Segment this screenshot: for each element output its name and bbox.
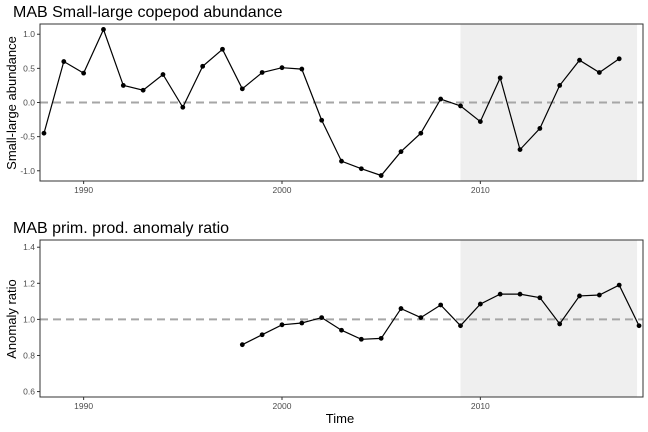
data-point (339, 158, 344, 164)
x-tick-label: 2010 (471, 401, 490, 411)
data-point (636, 323, 642, 329)
data-point (160, 72, 166, 77)
y-tick-label: 1.4 (23, 242, 35, 252)
data-point (319, 117, 325, 123)
y-tick-label: 0.6 (23, 387, 35, 397)
x-tick-label: 1990 (74, 401, 93, 411)
data-point (358, 336, 364, 342)
data-point (279, 65, 285, 71)
data-point (577, 57, 582, 63)
y-tick-label: 1.0 (23, 29, 35, 39)
data-point (458, 323, 463, 329)
data-point (477, 119, 483, 125)
data-point (497, 75, 503, 81)
plot-frame (39, 239, 644, 398)
data-point (517, 291, 523, 297)
data-point (120, 83, 126, 88)
x-tick-label: 2010 (471, 185, 490, 195)
data-point (438, 302, 444, 308)
data-point (418, 315, 424, 320)
data-point (378, 335, 384, 341)
data-point (458, 103, 463, 109)
data-point (140, 87, 146, 93)
data-point (61, 59, 67, 64)
data-point (398, 149, 404, 155)
data-point (299, 320, 305, 326)
data-point (497, 291, 503, 297)
panel-title: MAB prim. prod. anomaly ratio (13, 220, 229, 237)
data-point (398, 306, 404, 311)
data-point (477, 301, 483, 307)
data-point (596, 70, 602, 75)
x-axis-label: Time (326, 411, 354, 426)
series-line (43, 27, 620, 177)
x-tick-label: 2000 (273, 185, 292, 195)
data-point (537, 295, 543, 301)
data-point (616, 282, 622, 288)
data-point (239, 342, 245, 348)
data-point (517, 147, 523, 153)
y-axis-label: Small-large abundance (4, 36, 19, 170)
panel-prim-prod: MAB prim. prod. anomaly ratio Anomaly ra… (4, 220, 644, 411)
data-point (319, 315, 325, 320)
data-point (239, 86, 245, 92)
data-point (200, 63, 206, 69)
y-tick-label: -0.5 (20, 132, 35, 142)
data-point (438, 96, 444, 102)
data-point (279, 322, 285, 328)
data-point (418, 130, 424, 136)
data-point (220, 46, 225, 52)
data-point (537, 126, 543, 131)
data-point (358, 166, 364, 172)
y-tick-label: 0.5 (23, 63, 35, 73)
data-point (180, 104, 186, 110)
data-point (41, 130, 47, 136)
data-point (557, 83, 563, 88)
y-tick-label: 1.0 (23, 314, 35, 324)
y-tick-label: -1.0 (20, 166, 35, 176)
y-axis-label: Anomaly ratio (4, 279, 19, 358)
y-tick-label: 0.0 (23, 98, 35, 108)
panel-title: MAB Small-large copepod abundance (13, 4, 283, 21)
y-tick-label: 0.8 (23, 350, 35, 360)
data-point (596, 292, 602, 298)
data-point (339, 327, 344, 333)
data-point (616, 56, 622, 62)
data-point (378, 173, 384, 178)
data-point (101, 27, 106, 32)
x-tick-label: 2000 (273, 401, 292, 411)
data-point (299, 66, 305, 72)
y-tick-label: 1.2 (23, 278, 35, 288)
panel-copepod: MAB Small-large copepod abundance Small-… (4, 4, 644, 195)
data-point (557, 321, 563, 327)
x-tick-label: 1990 (74, 185, 93, 195)
data-point (81, 70, 87, 76)
data-point (259, 332, 265, 338)
data-point (577, 293, 582, 299)
data-point (259, 70, 265, 75)
